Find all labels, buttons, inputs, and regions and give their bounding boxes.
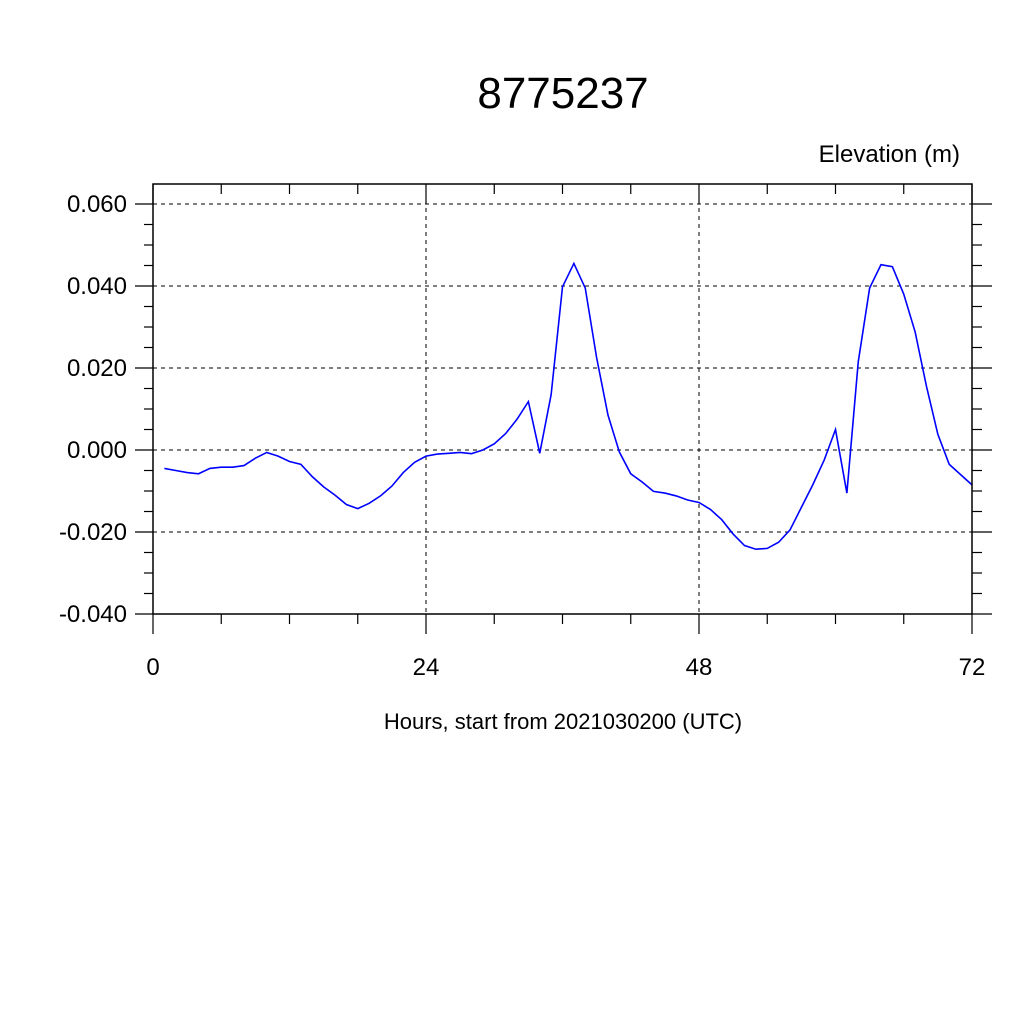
y-tick-label: -0.040 bbox=[59, 601, 127, 628]
y-tick-label: 0.000 bbox=[67, 437, 127, 464]
y-axis-label: Elevation (m) bbox=[819, 141, 960, 168]
x-tick-label: 0 bbox=[146, 654, 159, 681]
x-tick-label: 72 bbox=[959, 654, 986, 681]
grid-lines bbox=[152, 184, 973, 615]
axis-ticks bbox=[135, 184, 992, 634]
x-tick-label: 48 bbox=[686, 654, 713, 681]
y-tick-label: 0.060 bbox=[67, 191, 127, 218]
series-layer bbox=[164, 261, 973, 551]
series-line bbox=[164, 261, 973, 551]
plot-frame bbox=[152, 183, 973, 615]
x-tick-label: 24 bbox=[413, 654, 440, 681]
tick-labels: -0.040 -0.020 0.000 0.020 0.040 0.060 0 24 48 72 bbox=[59, 191, 985, 681]
y-tick-label: 0.040 bbox=[67, 273, 127, 300]
y-tick-label: -0.020 bbox=[59, 519, 127, 546]
y-tick-label: 0.020 bbox=[67, 355, 127, 382]
x-axis-label: Hours, start from 2021030200 (UTC) bbox=[384, 709, 742, 734]
chart-title: 8775237 bbox=[477, 69, 648, 118]
